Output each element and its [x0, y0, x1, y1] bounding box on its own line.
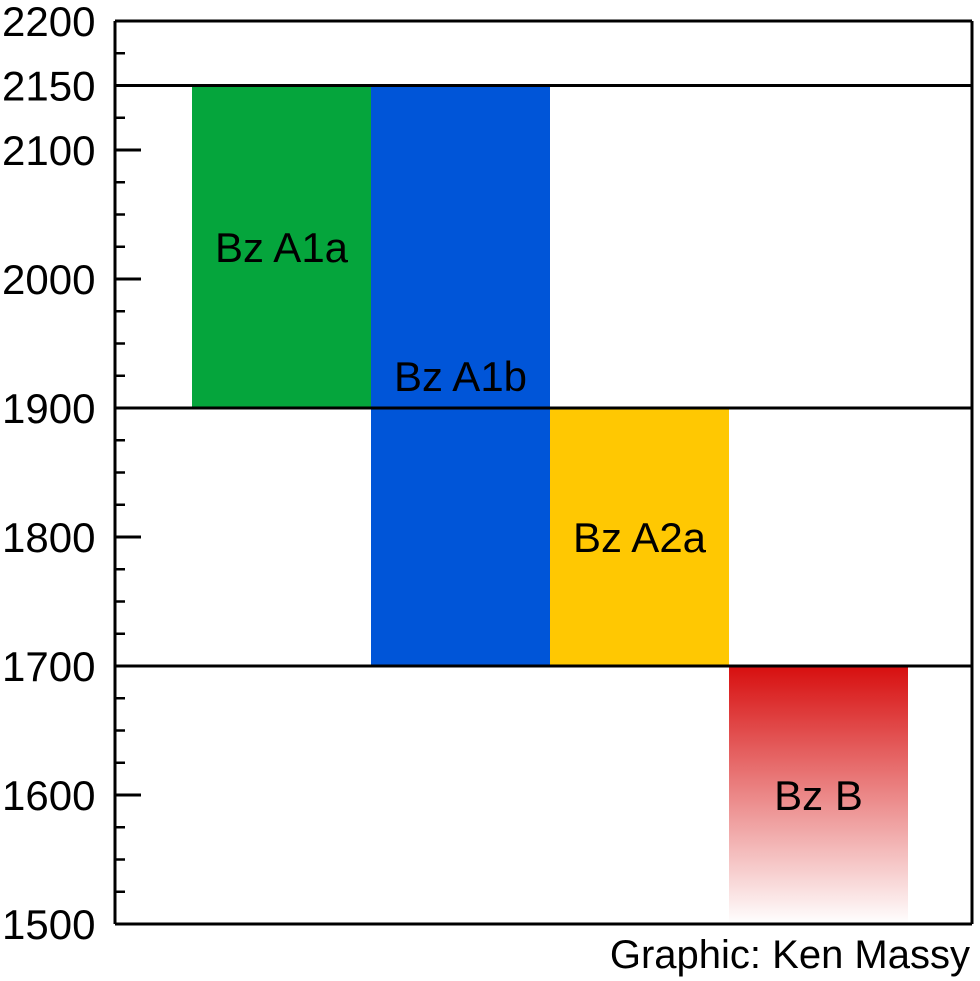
bar-label-bz-a2a: Bz A2a — [573, 514, 707, 561]
y-tick-label: 1900 — [2, 385, 95, 432]
y-tick-label: 2000 — [2, 256, 95, 303]
bar-labels-layer: Bz A1a Bz A1b Bz A2a Bz B — [215, 224, 863, 819]
bar-bz-a2a — [550, 408, 729, 666]
y-tick-label: 1700 — [2, 643, 95, 690]
y-tick-label: 2100 — [2, 127, 95, 174]
y-tick-label: 1600 — [2, 772, 95, 819]
reference-lines-layer — [115, 84, 972, 668]
bars-layer — [115, 21, 972, 924]
y-tick-label: 1800 — [2, 514, 95, 561]
y-tick-label: 2200 — [2, 0, 95, 45]
bar-label-bz-a1b: Bz A1b — [394, 353, 527, 400]
bar-label-bz-b: Bz B — [774, 772, 863, 819]
bar-bz-a1a — [192, 85, 371, 408]
y-tick-label: 1500 — [2, 901, 95, 948]
bar-bz-a1b — [371, 85, 550, 666]
bar-label-bz-a1a: Bz A1a — [215, 224, 349, 271]
bar-bz-b — [729, 666, 908, 924]
graphic-credit: Graphic: Ken Massy — [610, 933, 970, 977]
y-axis: 1500 1600 1700 1800 1900 2000 2100 2150 2200 — [2, 0, 974, 948]
y-tick-label: 2150 — [2, 63, 95, 110]
